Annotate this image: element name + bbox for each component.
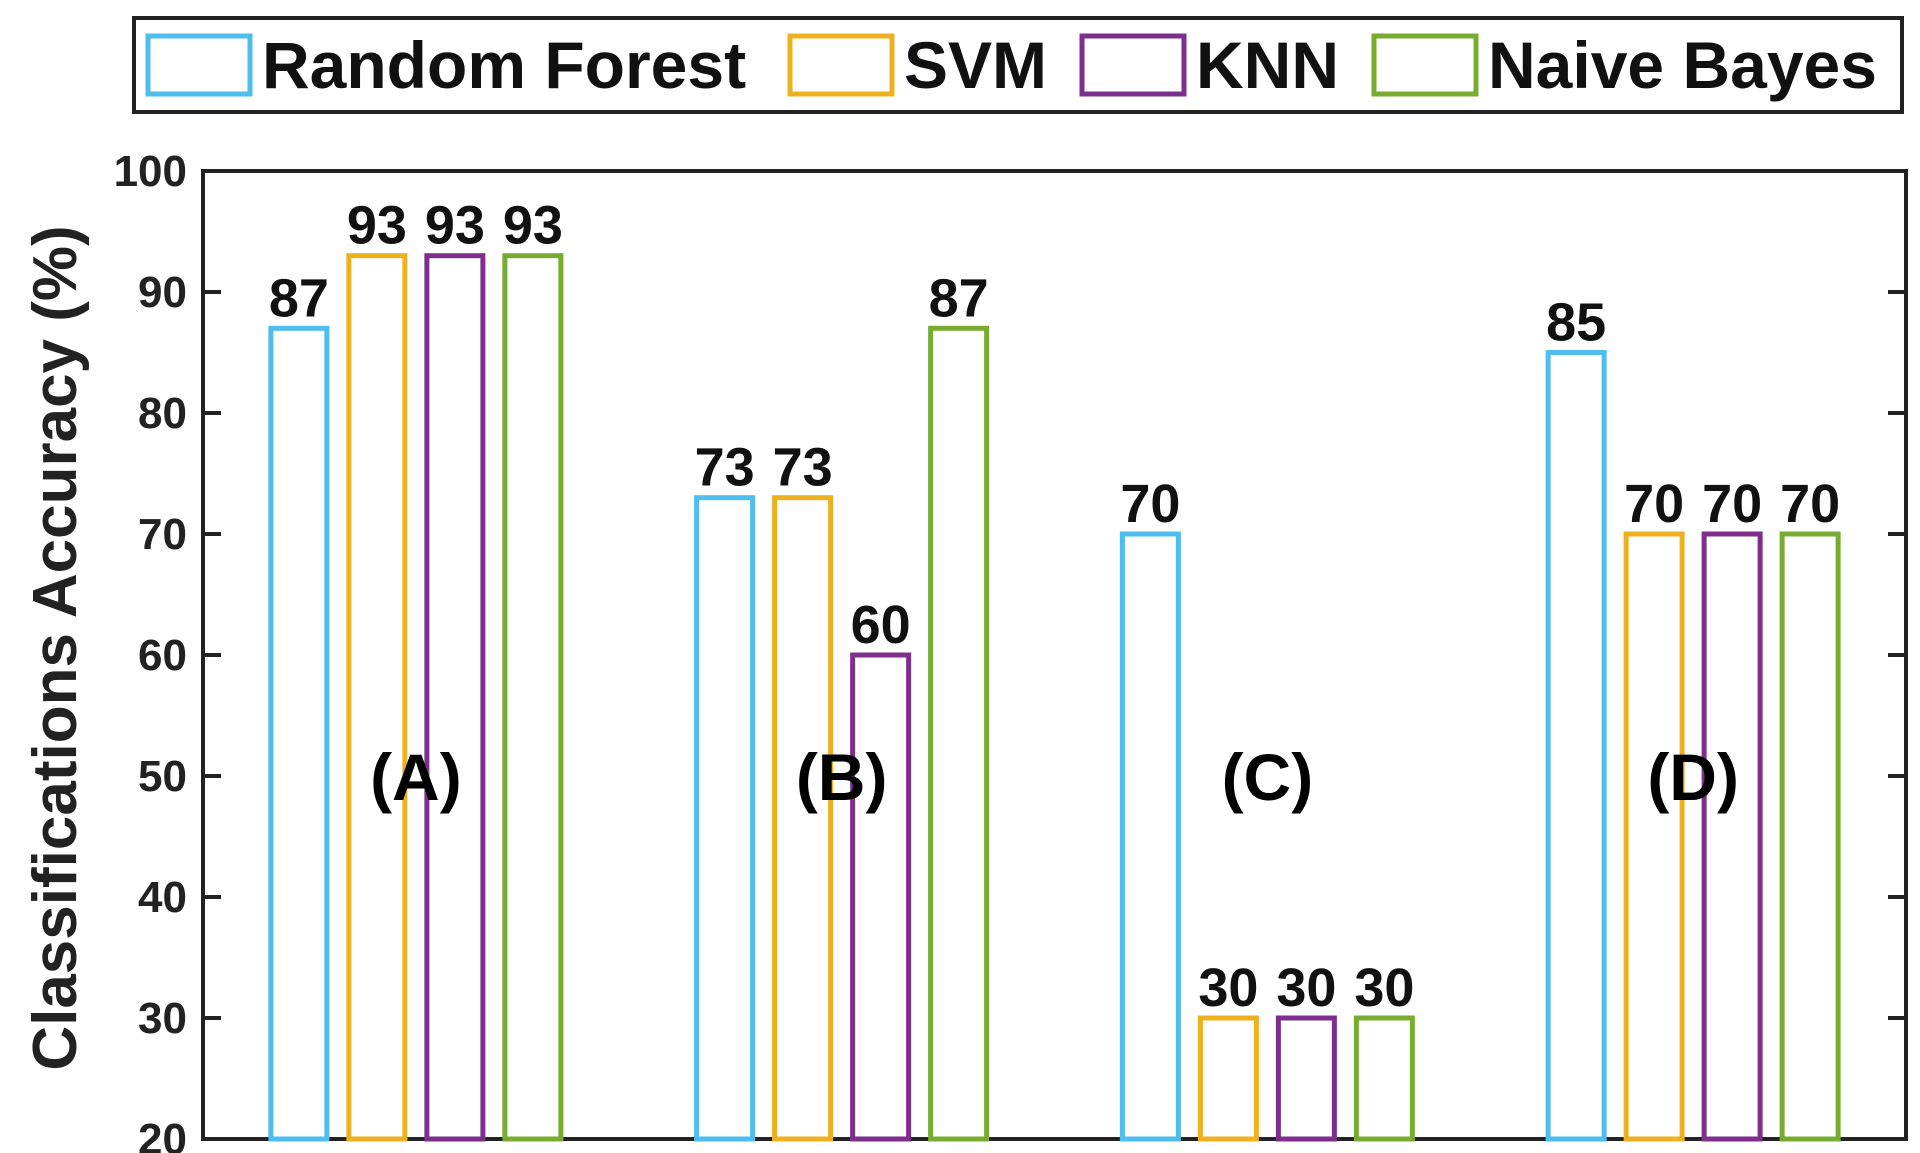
legend-swatch-random-forest [145,33,253,97]
bar-naive-bayes-a [502,253,564,1142]
data-label-svm-c: 30 [1198,958,1258,1018]
y-axis-label: Classifications Accuracy (%) [21,225,90,1070]
bar-random-forest-b [694,495,756,1142]
group-label-d: (D) [1647,740,1739,814]
y-tick-label: 20 [138,1115,187,1153]
data-label-random-forest-b: 73 [695,438,755,498]
y-tick-label: 90 [138,268,187,317]
legend-swatch-naive-bayes [1371,33,1479,97]
data-labels: 87 93 93 93 (A) 73 73 60 87 (B) 70 30 30 30 (C) 85 70 70 7… [269,196,1840,1018]
bar-naive-bayes-c [1353,1015,1415,1142]
group-label-c: (C) [1222,740,1314,814]
bars [268,253,1841,1142]
bar-random-forest-d [1545,350,1607,1142]
group-label-b: (B) [796,740,888,814]
y-tick-label: 40 [138,873,187,922]
y-tick-label: 70 [138,510,187,559]
data-label-svm-b: 73 [773,438,833,498]
bar-knn-d [1701,531,1763,1142]
legend-label-random-forest: Random Forest [262,28,746,102]
legend-label-naive-bayes: Naive Bayes [1488,28,1877,102]
plot-frame [201,169,1908,1141]
data-label-naive-bayes-d: 70 [1780,474,1840,534]
bar-knn-c [1275,1015,1337,1142]
bar-svm-a [346,253,408,1142]
bar-knn-b [850,652,912,1142]
data-label-random-forest-c: 70 [1120,474,1180,534]
data-label-naive-bayes-a: 93 [503,196,563,256]
bar-random-forest-a [268,325,330,1142]
legend-swatch-svm [787,33,895,97]
y-tick-label: 80 [138,389,187,438]
legend-label-svm: SVM [904,28,1047,102]
bar-naive-bayes-b [928,325,990,1142]
bar-svm-b [772,495,834,1142]
bar-knn-a [424,253,486,1142]
data-label-random-forest-d: 85 [1546,293,1606,353]
bar-svm-c [1197,1015,1259,1142]
bar-random-forest-c [1119,531,1181,1142]
plot-axes: 20 30 40 50 60 70 80 90 100 [114,147,1908,1153]
y-tick-label: 60 [138,631,187,680]
data-label-knn-c: 30 [1276,958,1336,1018]
data-label-svm-a: 93 [347,196,407,256]
data-label-knn-d: 70 [1702,474,1762,534]
data-label-knn-a: 93 [425,196,485,256]
legend-swatch-knn [1079,33,1187,97]
data-label-random-forest-a: 87 [269,268,329,328]
legend-label-knn: KNN [1196,28,1339,102]
y-tick-label: 30 [138,994,187,1043]
legend-box [132,16,1904,114]
bar-svm-d [1623,531,1685,1142]
group-label-a: (A) [370,740,462,814]
data-label-svm-d: 70 [1624,474,1684,534]
data-label-knn-b: 60 [851,595,911,655]
y-tick-label: 50 [138,752,187,801]
data-label-naive-bayes-b: 87 [929,268,989,328]
bar-naive-bayes-d [1779,531,1841,1142]
data-label-naive-bayes-c: 30 [1354,958,1414,1018]
legend: Random Forest SVM KNN Naive Bayes [132,16,1904,114]
y-tick-label: 100 [114,147,187,196]
